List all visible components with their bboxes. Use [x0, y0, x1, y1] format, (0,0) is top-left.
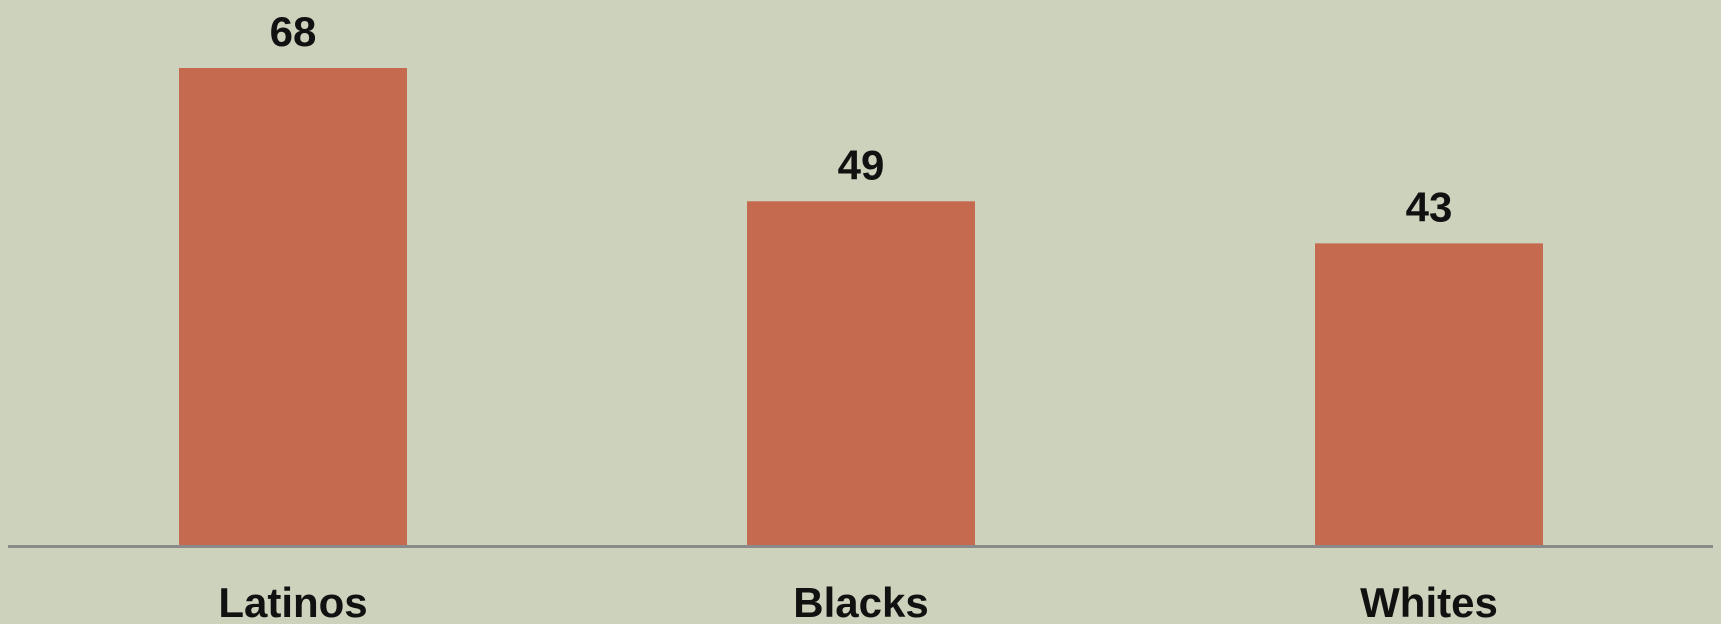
bar-latinos [179, 68, 407, 545]
category-labels-group: Latinos Blacks Whites [218, 579, 1498, 624]
bar-whites [1315, 243, 1543, 545]
value-labels-group: 68 49 43 [270, 8, 1453, 230]
category-label-whites: Whites [1360, 579, 1498, 624]
bar-blacks [747, 201, 975, 545]
category-label-latinos: Latinos [218, 579, 367, 624]
value-label-latinos: 68 [270, 8, 317, 55]
bars-group [179, 68, 1543, 545]
category-label-blacks: Blacks [793, 579, 928, 624]
value-label-whites: 43 [1406, 183, 1453, 230]
value-label-blacks: 49 [838, 141, 885, 188]
